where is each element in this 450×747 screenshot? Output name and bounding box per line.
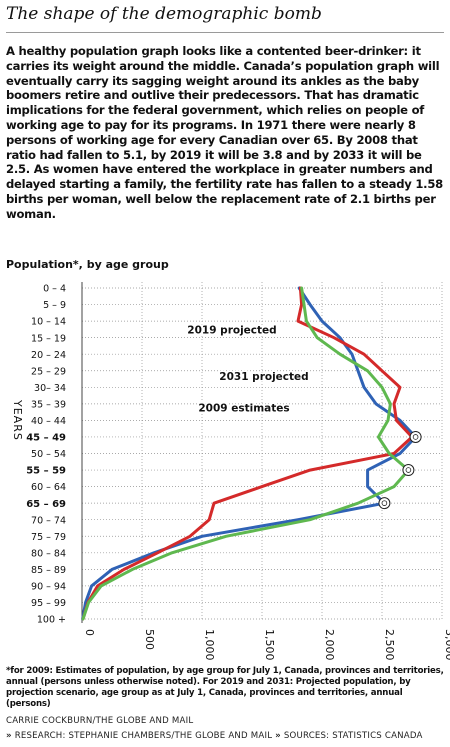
x-tick-label: 1,500 <box>263 629 276 661</box>
peak-marker-inner <box>381 500 388 506</box>
series-line <box>81 286 414 621</box>
series-label: 2031 projected <box>219 371 308 383</box>
x-tick-label: 500 <box>143 629 156 650</box>
series-label: 2019 projected <box>187 325 276 337</box>
series-line <box>81 286 410 621</box>
x-tick-label: 3,000 <box>443 629 450 661</box>
y-tick-label: 20 – 24 <box>31 350 66 361</box>
x-tick-label: 2,500 <box>383 629 396 661</box>
y-tick-label: 40 – 44 <box>31 416 66 427</box>
y-axis-title: YEARS <box>11 399 24 441</box>
y-tick-label: 5 – 9 <box>43 300 66 311</box>
credit-sources: SOURCES: STATISTICS CANADA <box>283 731 423 741</box>
intro-paragraph: A healthy population graph looks like a … <box>6 44 443 221</box>
population-chart: 0 – 4 5 – 9 10 – 14 15 – 19 20 – 24 25 – 29 30… <box>11 282 450 661</box>
y-tick-label: 55 – 59 <box>26 466 66 477</box>
peak-marker-inner <box>412 434 419 440</box>
chevron-icon: » <box>275 731 281 741</box>
y-tick-label: 35 – 39 <box>31 399 66 410</box>
y-tick-label: 95 – 99 <box>31 598 66 609</box>
y-tick-label: 85 – 89 <box>31 565 66 576</box>
y-tick-label: 15 – 19 <box>31 333 66 344</box>
peak-marker-inner <box>405 467 412 473</box>
x-tick-label: 2,000 <box>323 629 336 661</box>
y-tick-label: 30– 34 <box>34 383 66 394</box>
y-tick-label: 100 + <box>37 615 66 626</box>
credit-research-sources: » RESEARCH: STEPHANIE CHAMBERS/THE GLOBE… <box>6 731 423 741</box>
y-tick-label: 45 – 49 <box>26 433 66 444</box>
chart-subheading: Population*, by age group <box>6 258 169 271</box>
y-tick-label: 10 – 14 <box>31 317 66 328</box>
y-tick-label: 70 – 74 <box>31 515 66 526</box>
y-tick-label: 65 – 69 <box>26 499 66 510</box>
chart-title: The shape of the demographic bomb <box>6 4 444 33</box>
y-tick-label: 25 – 29 <box>31 366 66 377</box>
footnote: *for 2009: Estimates of population, by a… <box>6 666 444 709</box>
y-tick-label: 90 – 94 <box>31 582 66 593</box>
y-tick-label: 60 – 64 <box>31 482 66 493</box>
x-tick-label: 1,000 <box>203 629 216 661</box>
y-tick-label: 80 – 84 <box>31 548 66 559</box>
y-tick-label: 50 – 54 <box>31 449 66 460</box>
chevron-icon: » <box>6 731 12 741</box>
series-label: 2009 estimates <box>198 402 289 414</box>
credit-research: RESEARCH: STEPHANIE CHAMBERS/THE GLOBE A… <box>14 731 273 741</box>
y-tick-label: 0 – 4 <box>43 284 66 295</box>
y-tick-label: 75 – 79 <box>31 532 66 543</box>
credit-photographer: CARRIE COCKBURN/THE GLOBE AND MAIL <box>6 716 194 726</box>
x-tick-label: 0 <box>83 629 96 636</box>
